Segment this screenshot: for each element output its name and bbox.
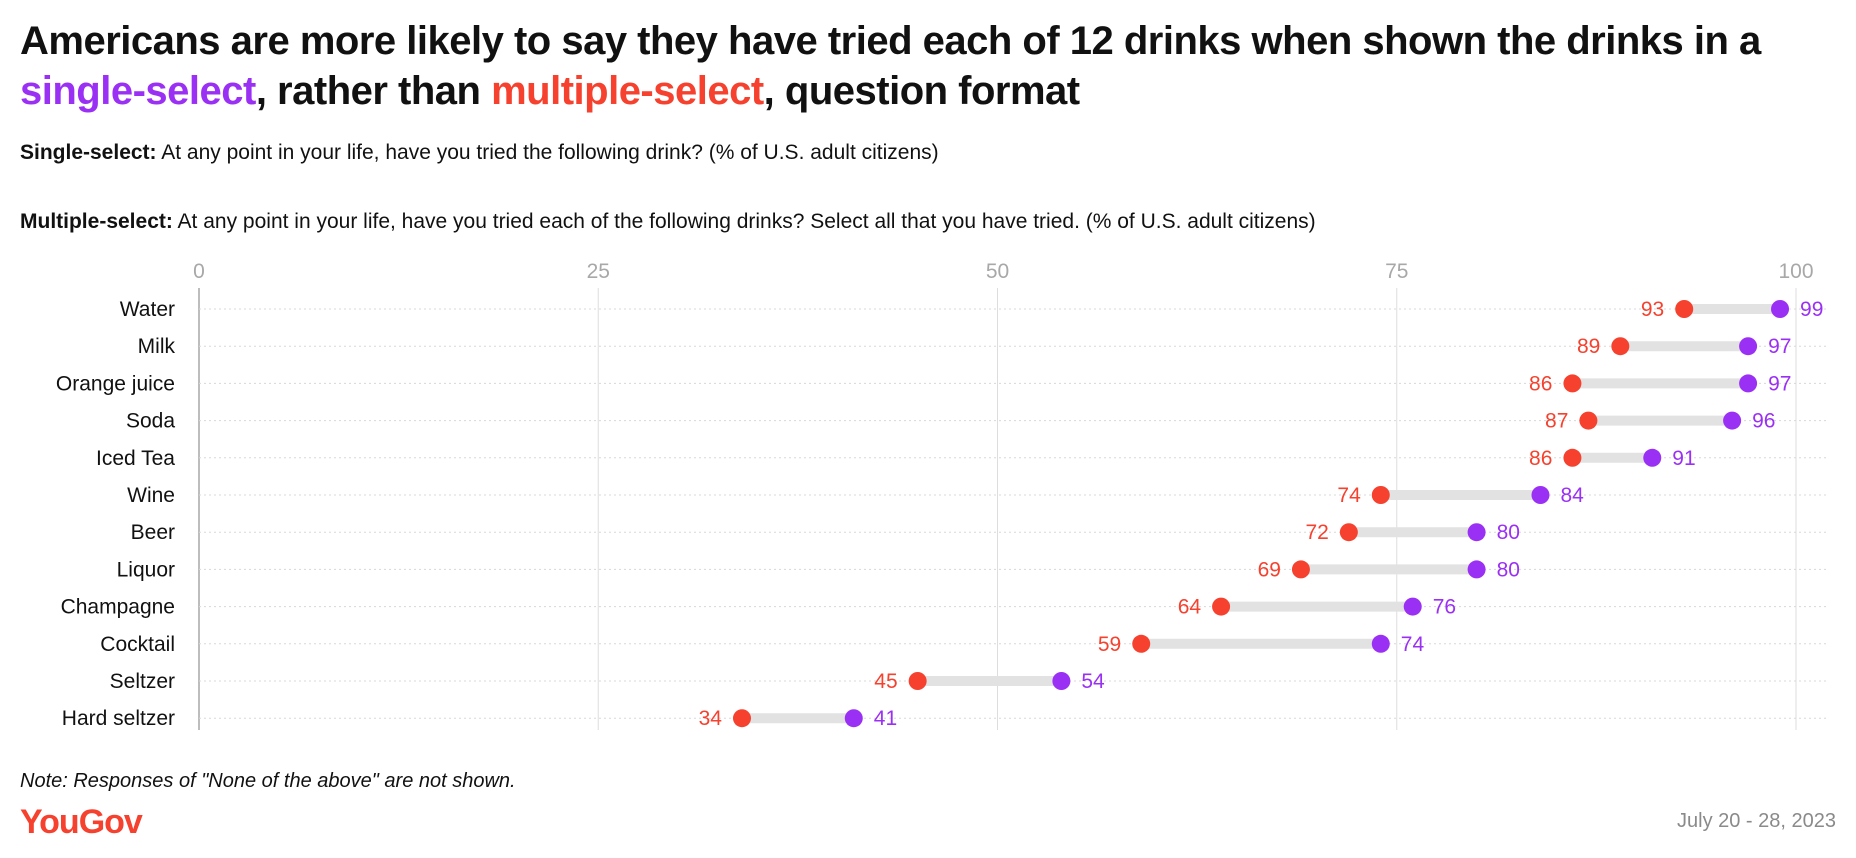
x-tick-label: 25 [587, 260, 610, 283]
title-part-2: , rather than [255, 69, 492, 113]
single-select-value-label: 84 [1560, 484, 1584, 507]
chart-title: Americans are more likely to say they ha… [20, 16, 1820, 116]
single-select-dot [1739, 374, 1758, 393]
multiple-select-value-label: 89 [1577, 335, 1600, 358]
multiple-select-dot [1291, 560, 1310, 579]
category-label: Champagne [61, 596, 175, 619]
category-label: Cocktail [100, 633, 175, 656]
yougov-logo: YouGov [20, 803, 143, 841]
category-label: Beer [131, 521, 175, 544]
single-select-question: Single-select: At any point in your life… [20, 140, 939, 166]
single-select-value-label: 99 [1800, 298, 1823, 321]
single-select-value-label: 97 [1768, 372, 1791, 395]
category-label: Liquor [117, 558, 175, 581]
single-select-value-label: 76 [1433, 596, 1456, 619]
multiple-select-value-label: 34 [699, 707, 723, 730]
category-label: Soda [126, 410, 175, 433]
multiple-select-value-label: 72 [1305, 521, 1328, 544]
category-label: Wine [127, 484, 175, 507]
single-select-dot [1643, 448, 1662, 467]
single-select-dot [844, 709, 863, 728]
single-select-dot [1467, 523, 1486, 542]
single-select-dot [1771, 300, 1790, 318]
x-tick-label: 75 [1385, 260, 1408, 283]
multiple-select-dot [1563, 448, 1582, 467]
multiple-select-value-label: 45 [874, 670, 897, 693]
dot-range-chart: 0 25 50 75 100 Water 93 99 Milk 89 97 Orange juice 8… [56, 260, 1826, 730]
multiple-select-dot [908, 672, 927, 690]
title-single-select: single-select [20, 69, 256, 113]
single-select-dot [1723, 411, 1742, 430]
x-tick-label: 50 [986, 260, 1009, 283]
category-label: Iced Tea [96, 447, 175, 470]
single-select-value-label: 97 [1768, 335, 1791, 358]
x-tick-label: 0 [193, 260, 205, 283]
multiple-select-dot [1563, 374, 1582, 393]
single-select-value-label: 91 [1672, 447, 1695, 470]
multiple-select-question: Multiple-select: At any point in your li… [20, 209, 1316, 235]
multiple-select-dot [1611, 337, 1630, 356]
chart-note: Note: Responses of "None of the above" a… [20, 770, 516, 792]
multiple-select-text: At any point in your life, have you trie… [177, 210, 1316, 233]
multiple-select-value-label: 87 [1545, 410, 1568, 433]
single-select-value-label: 80 [1497, 558, 1520, 581]
x-tick-label: 100 [1778, 260, 1813, 283]
single-select-dot [1467, 560, 1486, 579]
multiple-select-dot [1579, 411, 1598, 430]
single-select-value-label: 80 [1497, 521, 1520, 544]
single-select-value-label: 54 [1081, 670, 1105, 693]
multiple-select-value-label: 74 [1337, 484, 1361, 507]
category-label: Hard seltzer [62, 707, 175, 730]
single-select-value-label: 74 [1401, 633, 1425, 656]
category-label: Orange juice [56, 372, 175, 395]
title-part-3: , question format [763, 69, 1080, 113]
multiple-select-value-label: 86 [1529, 372, 1552, 395]
multiple-select-value-label: 64 [1178, 596, 1202, 619]
multiple-select-dot [732, 709, 751, 728]
single-select-value-label: 96 [1752, 410, 1775, 433]
category-label: Seltzer [110, 670, 175, 693]
title-multiple-select: multiple-select [491, 69, 764, 113]
single-select-dot [1052, 672, 1071, 690]
multiple-select-value-label: 86 [1529, 447, 1552, 470]
multiple-select-label: Multiple-select: [20, 210, 173, 233]
single-select-dot [1531, 486, 1550, 504]
multiple-select-value-label: 69 [1258, 558, 1281, 581]
multiple-select-dot [1339, 523, 1358, 542]
multiple-select-dot [1675, 300, 1694, 318]
multiple-select-dot [1212, 597, 1231, 616]
single-select-value-label: 41 [874, 707, 897, 730]
category-label: Water [120, 298, 175, 321]
single-select-dot [1403, 597, 1422, 616]
multiple-select-dot [1371, 486, 1390, 504]
single-select-dot [1371, 634, 1390, 653]
multiple-select-dot [1132, 634, 1151, 653]
single-select-text: At any point in your life, have you trie… [161, 141, 939, 164]
category-label: Milk [138, 335, 176, 358]
multiple-select-value-label: 93 [1641, 298, 1664, 321]
multiple-select-value-label: 59 [1098, 633, 1121, 656]
single-select-dot [1739, 337, 1758, 356]
title-part-1: Americans are more likely to say they ha… [20, 19, 1761, 63]
single-select-label: Single-select: [20, 141, 157, 164]
date-range: July 20 - 28, 2023 [1677, 810, 1836, 832]
